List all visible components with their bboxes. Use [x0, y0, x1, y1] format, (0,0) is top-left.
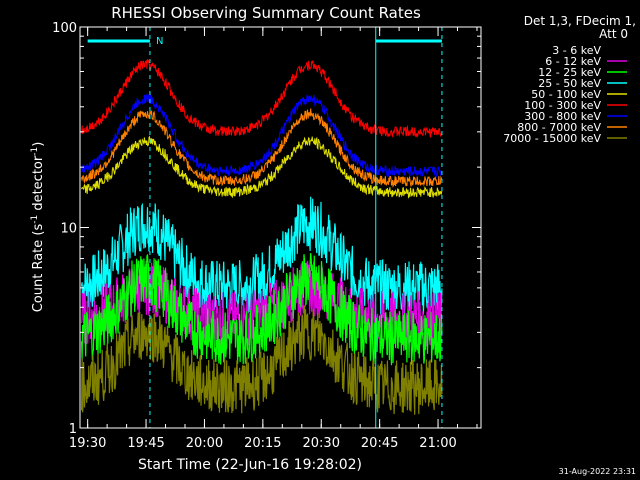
- legend-label-7: 800 - 7000 keV: [517, 121, 601, 134]
- series-line-5: [81, 59, 443, 139]
- night-flag-label: N: [156, 36, 163, 47]
- chart-title: RHESSI Observing Summary Count Rates: [111, 4, 421, 22]
- x-tick-label-0: 19:30: [69, 436, 106, 451]
- y-tick-label-1: 10: [60, 222, 77, 237]
- y-tick-label-2: 100: [52, 21, 77, 36]
- series-line-3: [81, 196, 443, 316]
- x-axis-label: Start Time (22-Jun-16 19:28:02): [138, 457, 362, 473]
- x-tick-label-5: 20:45: [361, 436, 398, 451]
- legend-label-6: 300 - 800 keV: [524, 110, 601, 123]
- y-tick-label-0: 1: [69, 422, 77, 437]
- series-line-6: [81, 93, 443, 179]
- x-tick-label-6: 21:00: [419, 436, 456, 451]
- plot-area: N: [81, 27, 443, 430]
- legend-label-2: 12 - 25 keV: [538, 66, 601, 79]
- legend-label-3: 25 - 50 keV: [538, 77, 601, 90]
- legend-header-1: Det 1,3, FDecim 1,: [524, 14, 636, 28]
- series-line-8: [81, 305, 443, 415]
- y-axis-label: Count Rate (s-1 detector-1): [30, 142, 46, 313]
- legend-label-0: 3 - 6 keV: [552, 44, 601, 57]
- legend-header-2: Att 0: [599, 27, 628, 41]
- series-line-7: [81, 108, 443, 188]
- series-line-4: [81, 135, 443, 199]
- legend-label-5: 100 - 300 keV: [524, 99, 601, 112]
- x-tick-label-4: 20:30: [303, 436, 340, 451]
- x-tick-label-3: 20:15: [244, 436, 281, 451]
- x-tick-label-1: 19:45: [127, 436, 164, 451]
- series-line-0: [81, 316, 442, 430]
- legend-label-4: 50 - 100 keV: [531, 88, 601, 101]
- axes: 19:30 19:45 20:00 20:15 20:30 20:45 21:00 1 10 10…: [52, 21, 482, 451]
- legend-label-1: 6 - 12 keV: [545, 55, 601, 68]
- x-tick-label-2: 20:00: [186, 436, 223, 451]
- timestamp: 31-Aug-2022 23:31: [559, 467, 636, 476]
- series-line-2: [81, 253, 443, 366]
- legend-label-8: 7000 - 15000 keV: [503, 132, 601, 145]
